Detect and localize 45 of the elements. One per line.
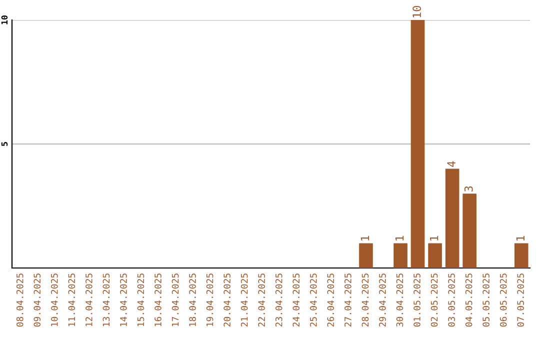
x-tick-label: 27.04.2025 <box>344 274 352 327</box>
data-label: 4 <box>447 161 456 167</box>
x-tick-label: 16.04.2025 <box>154 274 162 326</box>
x-tick-label: 24.04.2025 <box>292 274 300 327</box>
data-label: 1 <box>430 236 438 240</box>
x-tick-label: 26.04.2025 <box>327 274 334 327</box>
data-label: 1 <box>395 236 404 240</box>
x-tick-label: 13.04.2025 <box>102 274 110 326</box>
x-tick-label: 14.04.2025 <box>120 274 127 326</box>
x-tick-label: 19.04.2025 <box>206 274 214 326</box>
x-tick-label: 25.04.2025 <box>310 274 317 327</box>
x-tick-label: 28.04.2025 <box>362 274 369 327</box>
x-tick-label: 08.04.2025 <box>16 274 24 327</box>
x-tick-label: 22.04.2025 <box>258 274 266 327</box>
x-tick-label: 21.04.2025 <box>240 274 248 327</box>
x-tick-label: 01.05.2025 <box>414 274 420 327</box>
data-label: 1 <box>516 236 524 240</box>
x-tick-label: 17.04.2025 <box>172 274 179 326</box>
x-tick-label: 02.05.2025 <box>430 274 438 327</box>
x-tick-label: 12.04.2025 <box>86 274 92 326</box>
x-tick-label: 03.05.2025 <box>448 274 455 327</box>
y-tick-label: 5 <box>1 142 8 146</box>
bar <box>445 168 460 268</box>
x-tick-label: 30.04.2025 <box>396 274 404 327</box>
x-tick-label: 07.05.2025 <box>517 274 524 327</box>
x-tick-label: 05.05.2025 <box>482 274 490 327</box>
bar <box>394 243 408 268</box>
data-label: 10 <box>412 6 422 18</box>
x-tick-label: 23.04.2025 <box>275 274 282 327</box>
bar <box>514 243 528 268</box>
x-tick-label: 18.04.2025 <box>189 274 196 326</box>
x-tick-label: 06.05.2025 <box>500 274 507 327</box>
x-tick-label: 11.04.2025 <box>68 274 76 326</box>
x-tick-label: 10.04.2025 <box>50 274 58 326</box>
bar <box>359 243 373 268</box>
x-tick-label: 29.04.2025 <box>379 274 386 327</box>
x-tick-label: 20.04.2025 <box>224 274 230 327</box>
data-label: 1 <box>360 236 370 240</box>
bar <box>428 243 442 268</box>
bar <box>410 20 425 268</box>
bar <box>462 194 476 268</box>
x-tick-label: 15.04.2025 <box>137 274 144 326</box>
data-label: 3 <box>464 186 473 192</box>
x-tick-label: 09.04.2025 <box>34 274 41 327</box>
x-tick-label: 04.05.2025 <box>465 274 472 327</box>
